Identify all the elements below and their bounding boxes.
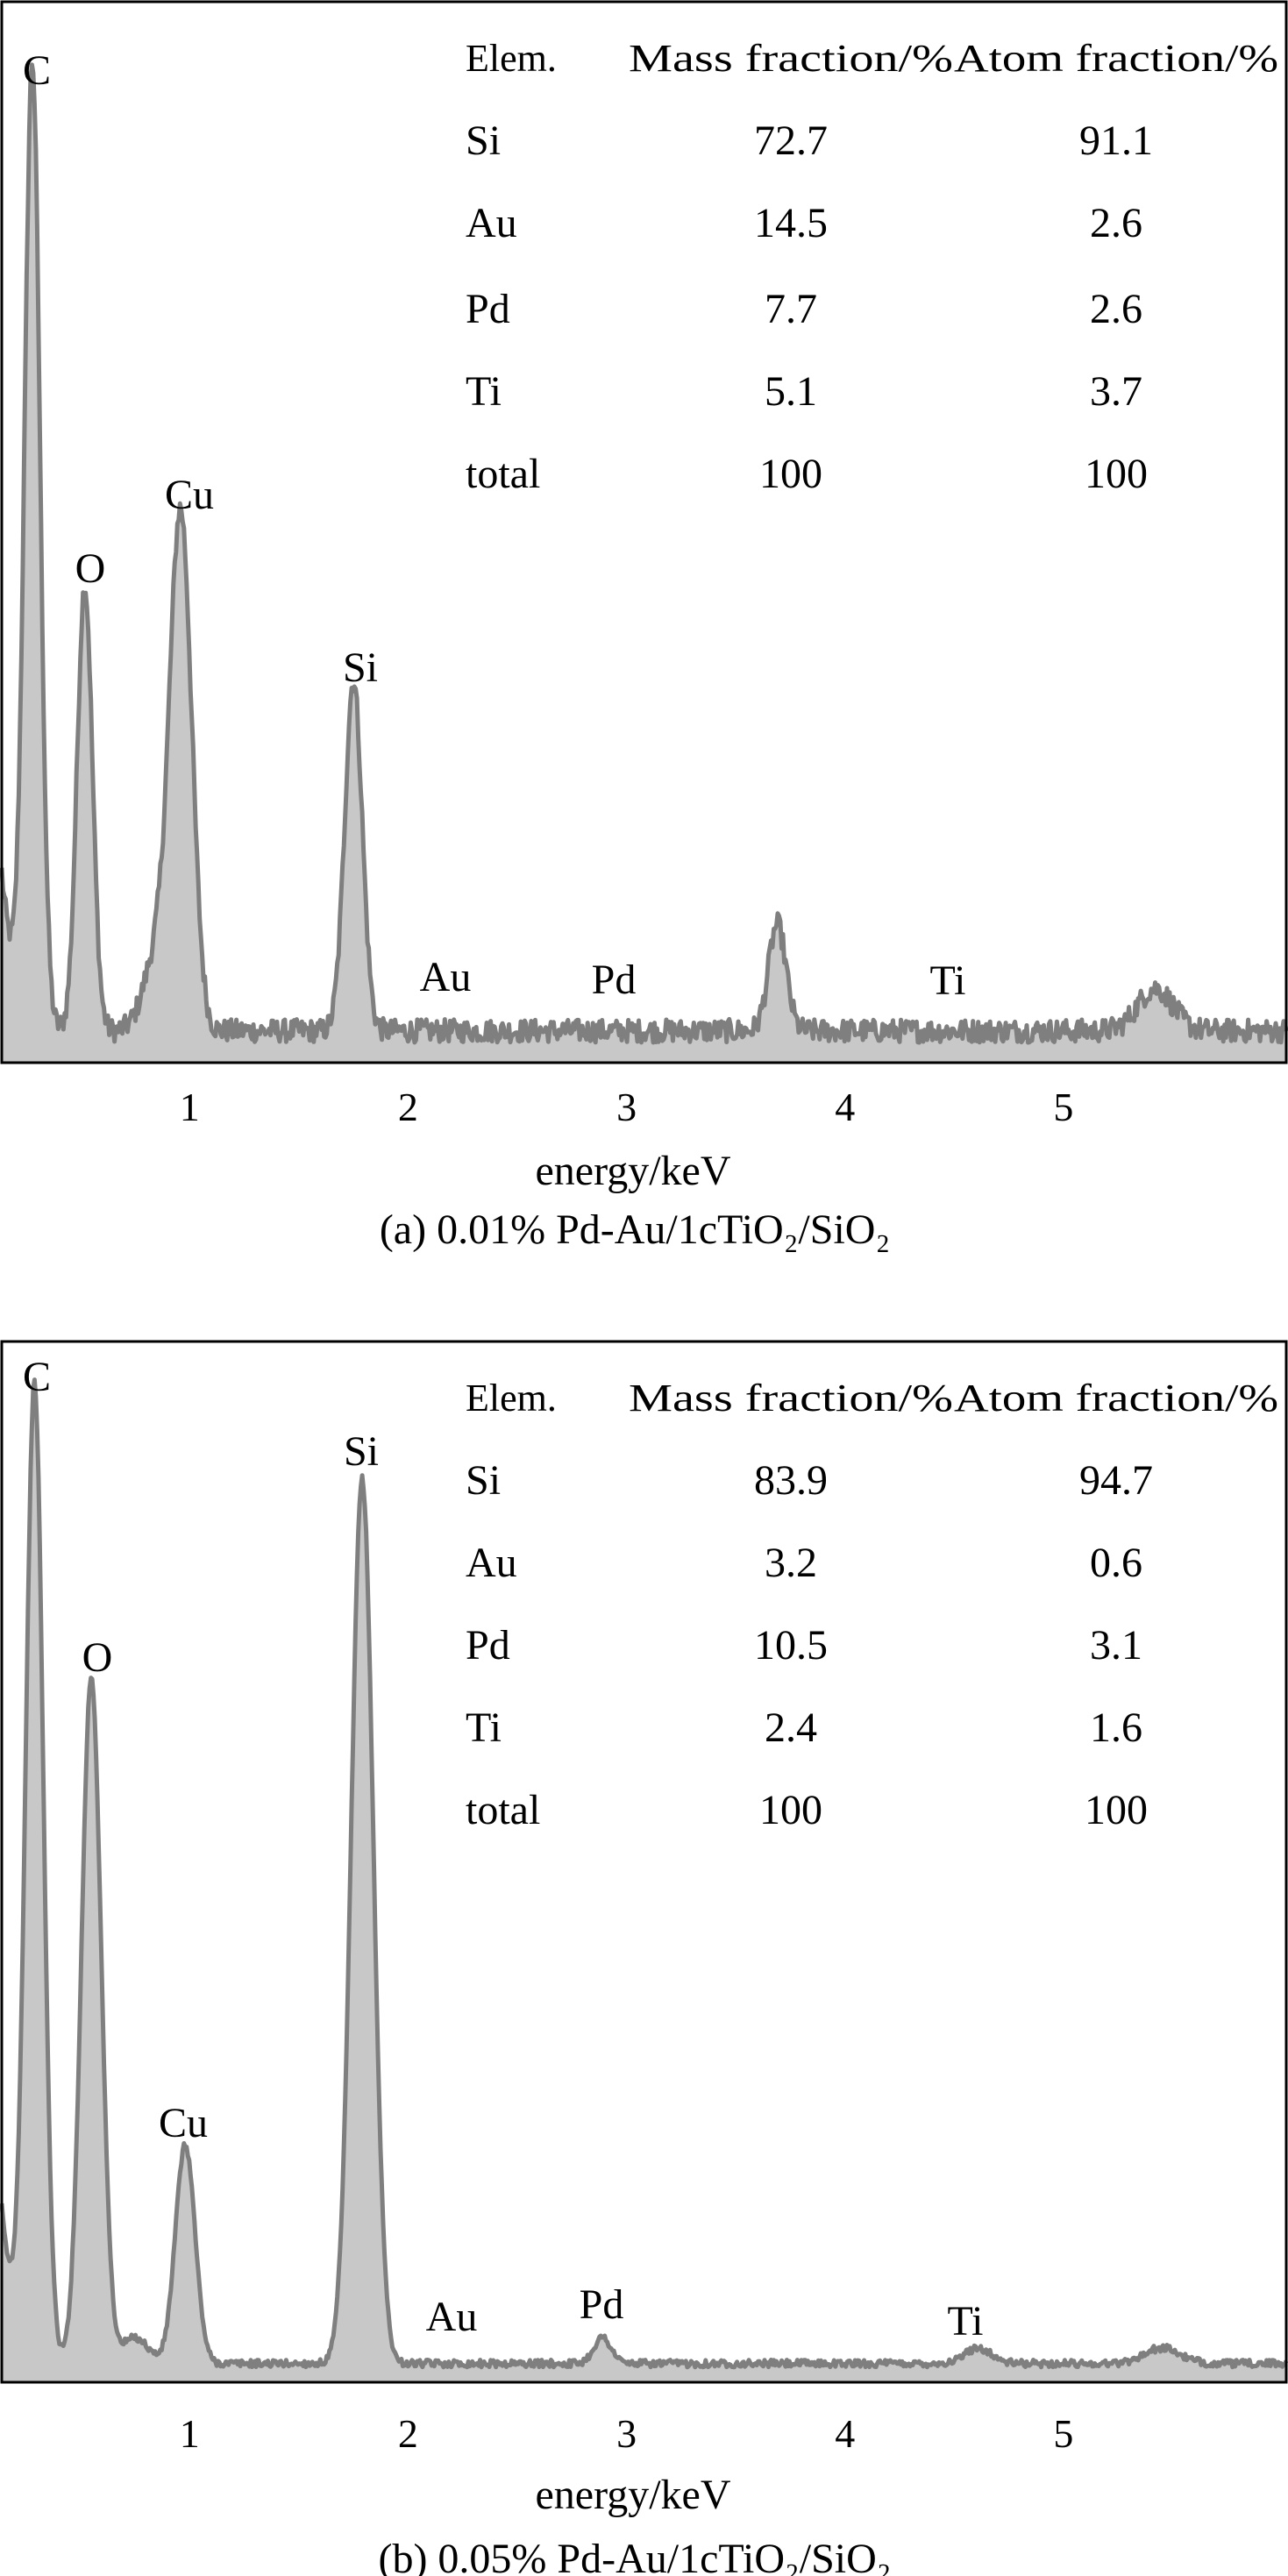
x-tick-label: 1 xyxy=(180,1085,200,1129)
table-cell: 91.1 xyxy=(1079,117,1153,164)
table-cell: 10.5 xyxy=(754,1622,828,1669)
x-tick-label: 1 xyxy=(180,2411,200,2456)
table-row: total 100 100 xyxy=(466,1787,1148,1833)
x-tick-label: 3 xyxy=(616,1085,637,1129)
peak-label-c: C xyxy=(23,47,51,94)
spectrum-line xyxy=(0,62,1288,1045)
table-cell: 94.7 xyxy=(1079,1457,1153,1504)
table-cell: total xyxy=(466,451,540,497)
table-header: Atom fraction/% xyxy=(954,37,1278,80)
table-cell: 2.4 xyxy=(765,1704,817,1751)
table-cell: Au xyxy=(466,200,517,246)
x-tick-label: 2 xyxy=(398,2411,418,2456)
table-row: Si 83.9 94.7 xyxy=(466,1457,1153,1504)
table-cell: 72.7 xyxy=(754,117,828,164)
peak-label-si: Si xyxy=(344,1428,379,1475)
table-cell: 3.2 xyxy=(765,1540,817,1586)
table-cell: 100 xyxy=(1085,1787,1148,1833)
peak-label-cu: Cu xyxy=(159,2100,208,2146)
panel-caption: (a) 0.01% Pd-Au/1cTiO₂/SiO₂ xyxy=(380,1206,890,1253)
table-cell: Pd xyxy=(466,1622,510,1669)
table-row: Pd 7.7 2.6 xyxy=(466,286,1142,332)
x-axis-label: energy/keV xyxy=(535,1148,730,1194)
peak-label-cu: Cu xyxy=(165,472,214,518)
table-cell: 3.7 xyxy=(1090,368,1142,415)
table-cell: 100 xyxy=(759,1787,822,1833)
chart-panel-b: C O Cu Si Au Pd Ti 1 2 3 4 5 energy/keV (b) 0.05% Pd-… xyxy=(0,1340,1288,2576)
table-cell: Si xyxy=(466,117,501,164)
x-tick-label: 5 xyxy=(1053,2411,1073,2456)
table-row: total 100 100 xyxy=(466,451,1148,497)
peak-label-si: Si xyxy=(343,644,378,691)
peak-label-ti: Ti xyxy=(930,957,966,1004)
peak-label-o: O xyxy=(75,545,106,592)
table-cell: 100 xyxy=(1085,451,1148,497)
table-cell: 1.6 xyxy=(1090,1704,1142,1751)
panel-caption: (b) 0.05% Pd-Au/1cTiO₂/SiO₂ xyxy=(378,2536,891,2576)
table-header: Elem. xyxy=(466,37,557,80)
table-row: Pd 10.5 3.1 xyxy=(466,1622,1142,1669)
table-row: Ti 5.1 3.7 xyxy=(466,368,1142,415)
composition-table: Elem. Mass fraction/% Atom fraction/% Si 72.… xyxy=(466,37,1278,497)
table-cell: total xyxy=(466,1787,540,1833)
chart-panel-a: C O Cu Si Au Pd Ti 1 2 3 4 5 energy/keV (a) 0.01% Pd-… xyxy=(0,0,1288,1253)
peak-label-au: Au xyxy=(420,954,472,1000)
plot-border xyxy=(0,0,1288,1064)
plot-frame xyxy=(0,1340,1288,2384)
table-row: Si 72.7 91.1 xyxy=(466,117,1153,164)
peak-label-ti: Ti xyxy=(948,2298,984,2345)
x-tick-label: 2 xyxy=(398,1085,418,1129)
table-header: Elem. xyxy=(466,1377,557,1420)
x-tick-label: 5 xyxy=(1053,1085,1073,1129)
table-cell: 2.6 xyxy=(1090,286,1142,332)
x-axis-label: energy/keV xyxy=(535,2472,730,2518)
peak-label-pd: Pd xyxy=(580,2281,624,2328)
table-cell: 14.5 xyxy=(754,200,828,246)
x-tick-label: 4 xyxy=(835,1085,855,1129)
table-cell: 100 xyxy=(759,451,822,497)
table-header: Atom fraction/% xyxy=(954,1377,1278,1420)
table-cell: 7.7 xyxy=(765,286,817,332)
table-cell: 5.1 xyxy=(765,368,817,415)
table-cell: Si xyxy=(466,1457,501,1504)
table-cell: Au xyxy=(466,1540,517,1586)
table-cell: 2.6 xyxy=(1090,200,1142,246)
table-cell: 0.6 xyxy=(1090,1540,1142,1586)
peak-label-c: C xyxy=(23,1354,51,1400)
table-row: Au 14.5 2.6 xyxy=(466,200,1142,246)
composition-table: Elem. Mass fraction/% Atom fraction/% Si 83.… xyxy=(466,1377,1278,1833)
table-cell: 3.1 xyxy=(1090,1622,1142,1669)
table-cell: Ti xyxy=(466,368,502,415)
peak-label-au: Au xyxy=(426,2294,478,2340)
table-cell: 83.9 xyxy=(754,1457,828,1504)
plot-border xyxy=(0,1340,1288,2384)
plot-frame xyxy=(0,0,1288,1064)
table-row: Au 3.2 0.6 xyxy=(466,1540,1142,1586)
x-tick-label: 3 xyxy=(616,2411,637,2456)
peak-label-o: O xyxy=(82,1634,113,1681)
spectrum-line xyxy=(0,1377,1288,2370)
table-header: Mass fraction/% xyxy=(629,1377,953,1420)
table-cell: Pd xyxy=(466,286,510,332)
table-cell: Ti xyxy=(466,1704,502,1751)
table-header: Mass fraction/% xyxy=(629,37,953,80)
peak-label-pd: Pd xyxy=(592,957,637,1003)
table-row: Ti 2.4 1.6 xyxy=(466,1704,1142,1751)
x-tick-label: 4 xyxy=(835,2411,855,2456)
